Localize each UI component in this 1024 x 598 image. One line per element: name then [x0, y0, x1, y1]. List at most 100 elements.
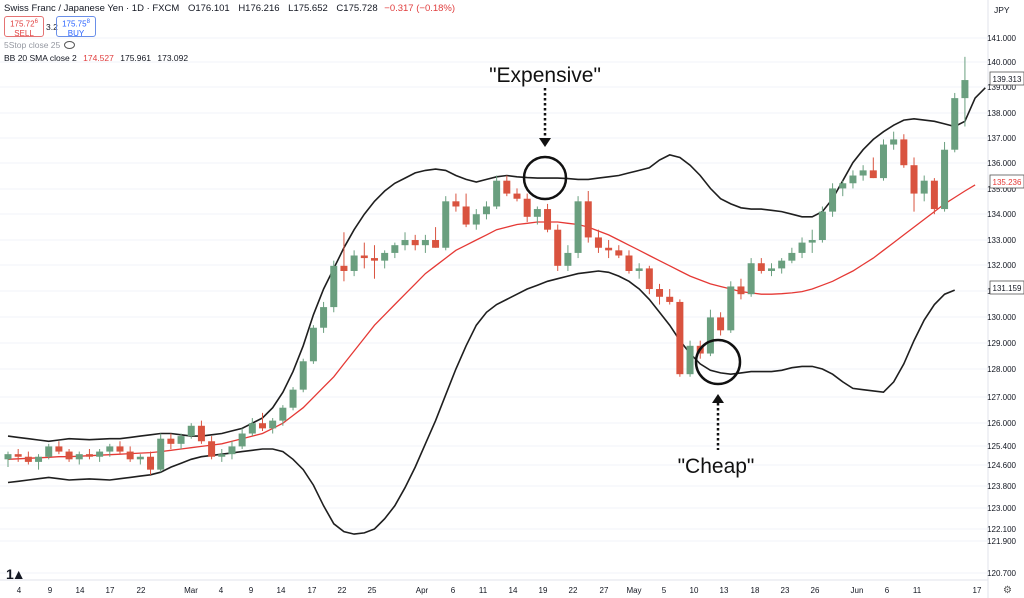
candle — [839, 183, 847, 189]
candle — [930, 180, 938, 210]
candle — [75, 454, 83, 460]
basis-price-label-box — [989, 174, 1024, 189]
lower-price-label: 131.159 — [993, 284, 1022, 293]
y-tick-label: 121.900 — [987, 537, 1016, 546]
candle — [248, 423, 256, 434]
x-tick-label: 22 — [338, 586, 347, 595]
bb-upper-value: 175.961 — [120, 53, 151, 63]
candle — [442, 201, 450, 248]
candle — [594, 237, 602, 248]
eye-icon[interactable] — [64, 41, 76, 49]
close-value: C175.728 — [336, 3, 378, 14]
x-tick-label: 11 — [479, 586, 488, 595]
candle — [717, 317, 725, 331]
tradingview-logo-icon: 1▲ — [6, 566, 26, 582]
symbol-title[interactable]: Swiss Franc / Japanese Yen · 1D · FXCM — [4, 3, 180, 14]
candle — [228, 446, 236, 455]
candle — [920, 180, 928, 194]
y-tick-label: 132.000 — [987, 261, 1016, 270]
candle — [177, 436, 185, 444]
x-tick-label: 22 — [569, 586, 578, 595]
candle — [625, 255, 633, 271]
candle — [737, 286, 745, 295]
x-tick-label: 6 — [885, 586, 890, 595]
sell-button[interactable]: 175.726 SELL — [4, 16, 44, 38]
candle — [370, 258, 378, 261]
x-tick-label: 26 — [811, 586, 820, 595]
candle — [147, 456, 155, 470]
bb-indicator[interactable]: BB 20 SMA close 2 174.527 175.961 173.09… — [4, 53, 188, 63]
y-tick-label: 130.000 — [987, 313, 1016, 322]
low-value: L175.652 — [288, 3, 328, 14]
y-tick-label: 140.000 — [987, 58, 1016, 67]
candle — [574, 201, 582, 253]
candle — [656, 289, 664, 297]
candle — [35, 456, 43, 462]
y-tick-label: 120.700 — [987, 569, 1016, 578]
x-tick-label: 23 — [781, 586, 790, 595]
cheap-arrow-head — [712, 394, 724, 403]
candle — [167, 438, 175, 444]
bb-label: BB 20 SMA close 2 — [4, 53, 77, 63]
candle — [788, 252, 796, 261]
x-tick-label: 10 — [690, 586, 699, 595]
bb-basis-value: 174.527 — [83, 53, 114, 63]
candle — [96, 451, 104, 457]
candle — [605, 247, 613, 251]
sell-price: 175.72 — [10, 19, 35, 29]
x-tick-label: 19 — [539, 586, 548, 595]
candle — [116, 446, 124, 452]
buy-button[interactable]: 175.758 BUY — [56, 16, 96, 38]
x-tick-label: 4 — [219, 586, 224, 595]
lower-price-label-box — [989, 280, 1024, 295]
candle — [187, 425, 195, 437]
x-tick-label: 17 — [106, 586, 115, 595]
candle — [309, 327, 317, 362]
candle — [472, 214, 480, 225]
candle — [14, 454, 22, 457]
y-tick-label: 129.000 — [987, 339, 1016, 348]
candle — [645, 268, 653, 290]
candle — [584, 201, 592, 238]
candle — [45, 446, 53, 457]
candle — [482, 206, 490, 215]
y-tick-label: 133.000 — [987, 236, 1016, 245]
y-tick-label: 135.000 — [987, 185, 1016, 194]
currency-label[interactable]: JPY — [994, 5, 1010, 15]
candle — [85, 454, 93, 457]
candle — [879, 144, 887, 179]
y-tick-label: 123.800 — [987, 482, 1016, 491]
candle — [55, 446, 63, 452]
candle — [4, 454, 12, 460]
candle — [768, 268, 775, 271]
candle — [951, 98, 959, 150]
candle — [381, 252, 389, 261]
gear-icon[interactable]: ⚙ — [1003, 585, 1012, 596]
y-tick-label: 139.000 — [987, 83, 1016, 92]
x-tick-label: 14 — [76, 586, 85, 595]
y-tick-label: 122.100 — [987, 525, 1016, 534]
x-tick-label: 6 — [451, 586, 456, 595]
candle — [299, 361, 307, 390]
sell-label: SELL — [14, 28, 34, 38]
candle — [126, 451, 134, 460]
candle — [350, 255, 358, 271]
candle — [462, 206, 470, 225]
x-tick-label: 5 — [662, 586, 667, 595]
bb-lower-band — [7, 270, 956, 535]
last-price-label-box — [989, 71, 1024, 86]
x-tick-label: 9 — [48, 586, 53, 595]
candle — [798, 242, 806, 253]
candle — [706, 317, 714, 354]
candle — [941, 149, 949, 210]
sell-price-sup: 6 — [34, 19, 38, 25]
y-tick-label: 141.000 — [987, 34, 1016, 43]
x-tick-label: 14 — [509, 586, 518, 595]
bb-basis-line — [7, 184, 976, 460]
candle — [829, 188, 837, 212]
candle — [635, 268, 643, 271]
x-tick-label: 13 — [720, 586, 729, 595]
candle — [421, 240, 429, 246]
stop-indicator[interactable]: 5Stop close 25 — [4, 40, 76, 50]
